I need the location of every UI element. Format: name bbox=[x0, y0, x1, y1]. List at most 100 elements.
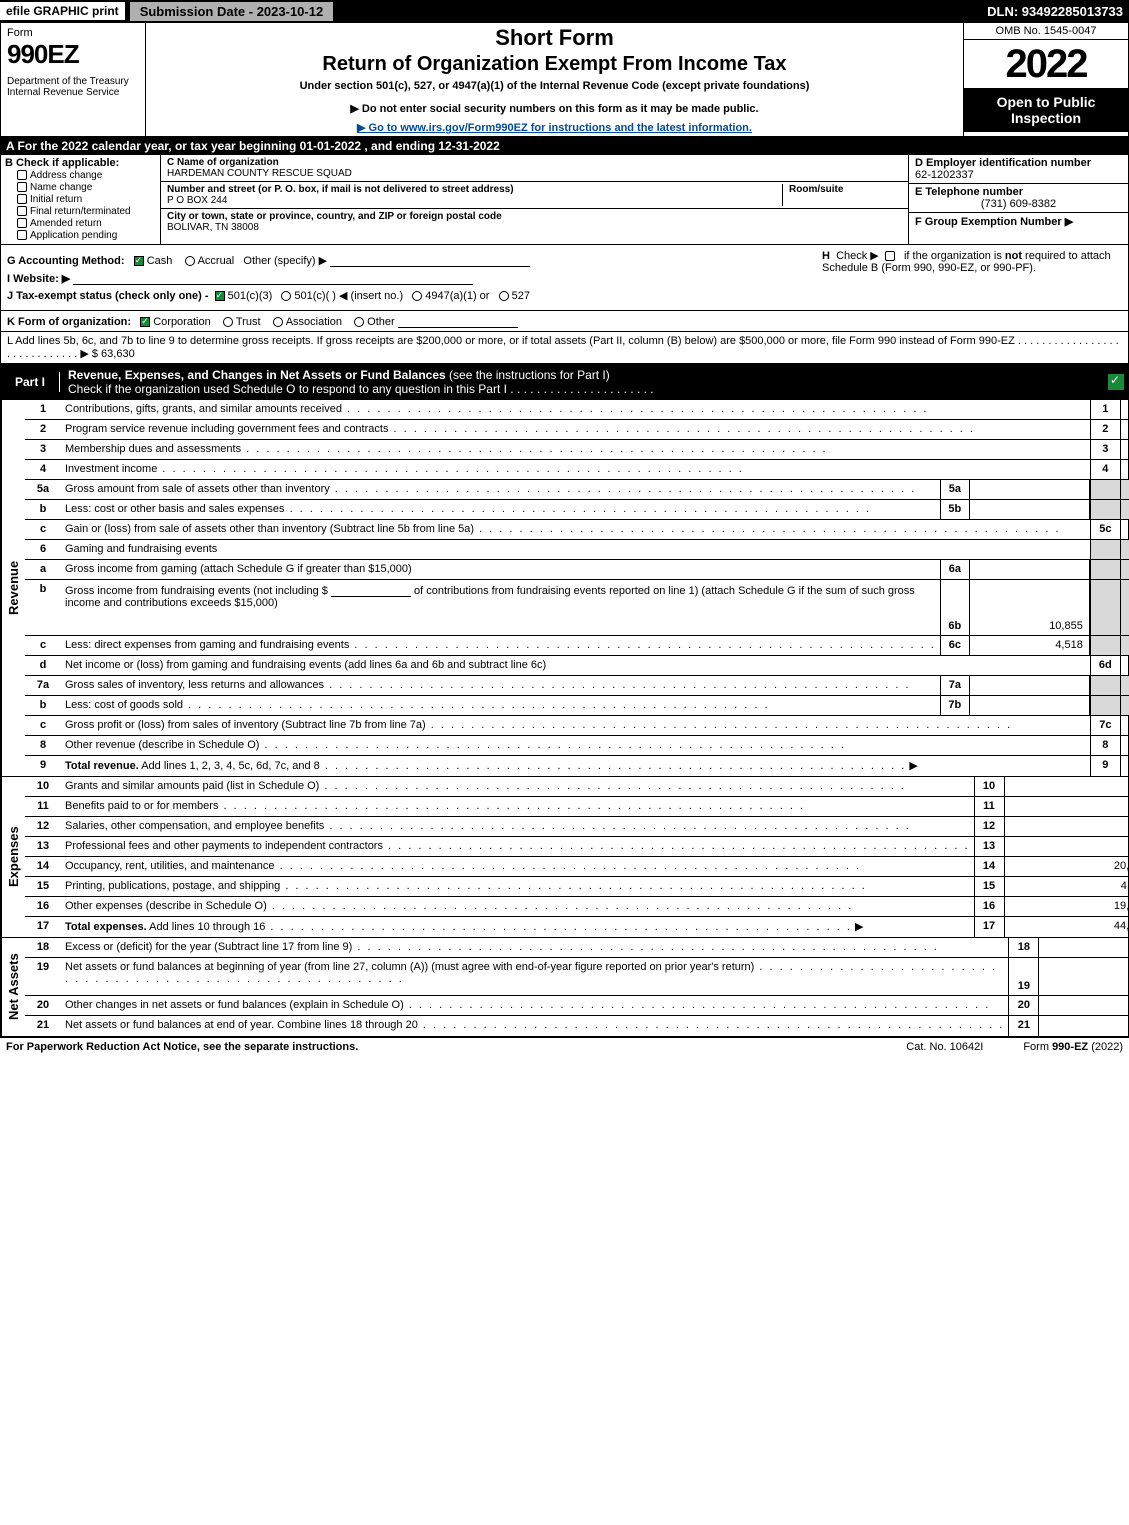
checkbox-icon bbox=[17, 182, 27, 192]
radio-icon[interactable] bbox=[273, 317, 283, 327]
section-c: C Name of organization HARDEMAN COUNTY R… bbox=[161, 155, 908, 244]
tax-year: 2022 bbox=[964, 40, 1128, 88]
radio-icon[interactable] bbox=[223, 317, 233, 327]
header-center: Short Form Return of Organization Exempt… bbox=[146, 23, 963, 136]
line-7a: 7a Gross sales of inventory, less return… bbox=[25, 676, 1129, 696]
checkbox-icon[interactable] bbox=[885, 251, 895, 261]
section-j: J Tax-exempt status (check only one) - 5… bbox=[7, 289, 1122, 302]
form-word: Form bbox=[7, 27, 139, 39]
c-name-label: C Name of organization bbox=[167, 157, 902, 168]
dept-label: Department of the Treasury Internal Reve… bbox=[7, 76, 139, 98]
other-method-field[interactable] bbox=[330, 253, 530, 267]
line-14: 14 Occupancy, rent, utilities, and maint… bbox=[25, 857, 1129, 877]
line-6d: d Net income or (loss) from gaming and f… bbox=[25, 656, 1129, 676]
note-link: ▶ Go to www.irs.gov/Form990EZ for instru… bbox=[150, 121, 959, 134]
c-name-row: C Name of organization HARDEMAN COUNTY R… bbox=[161, 155, 908, 182]
header-right: OMB No. 1545-0047 2022 Open to Public In… bbox=[963, 23, 1128, 136]
dln-label: DLN: 93492285013733 bbox=[987, 4, 1129, 19]
efile-label: efile GRAPHIC print bbox=[0, 2, 125, 20]
expenses-side-label: Expenses bbox=[1, 777, 25, 937]
submission-date: Submission Date - 2023-10-12 bbox=[129, 1, 335, 22]
line-5b: b Less: cost or other basis and sales ex… bbox=[25, 500, 1129, 520]
revenue-side-label: Revenue bbox=[1, 400, 25, 776]
checkbox-checked-icon[interactable] bbox=[140, 317, 150, 327]
radio-icon[interactable] bbox=[185, 256, 195, 266]
line-3: 3 Membership dues and assessments 3 bbox=[25, 440, 1129, 460]
line-2: 2 Program service revenue including gove… bbox=[25, 420, 1129, 440]
line-9: 9 Total revenue. Add lines 1, 2, 3, 4, 5… bbox=[25, 756, 1129, 776]
block-ghij: H Check ▶ if the organization is not req… bbox=[0, 245, 1129, 311]
section-l: L Add lines 5b, 6c, and 7b to line 9 to … bbox=[0, 332, 1129, 364]
line-5a: 5a Gross amount from sale of assets othe… bbox=[25, 480, 1129, 500]
line-5c: c Gain or (loss) from sale of assets oth… bbox=[25, 520, 1129, 540]
line-10: 10 Grants and similar amounts paid (list… bbox=[25, 777, 1129, 797]
chk-amended-return[interactable]: Amended return bbox=[17, 218, 156, 229]
netassets-table: Net Assets 18 Excess or (deficit) for th… bbox=[0, 938, 1129, 1037]
other-org-field[interactable] bbox=[398, 314, 518, 328]
top-bar: efile GRAPHIC print Submission Date - 20… bbox=[0, 0, 1129, 22]
expenses-table: Expenses 10 Grants and similar amounts p… bbox=[0, 777, 1129, 938]
radio-icon[interactable] bbox=[499, 291, 509, 301]
checkbox-checked-icon[interactable] bbox=[215, 291, 225, 301]
checkbox-icon bbox=[17, 170, 27, 180]
header-left: Form 990EZ Department of the Treasury In… bbox=[1, 23, 146, 136]
website-field[interactable] bbox=[73, 271, 473, 285]
chk-address-change[interactable]: Address change bbox=[17, 170, 156, 181]
line-12: 12 Salaries, other compensation, and emp… bbox=[25, 817, 1129, 837]
contrib-amount-field[interactable] bbox=[331, 583, 411, 597]
form-header: Form 990EZ Department of the Treasury In… bbox=[0, 22, 1129, 137]
radio-icon[interactable] bbox=[354, 317, 364, 327]
form-number: 990EZ bbox=[7, 39, 139, 70]
c-room-label: Room/suite bbox=[789, 184, 902, 195]
part1-header: Part I Revenue, Expenses, and Changes in… bbox=[0, 364, 1129, 400]
c-city-row: City or town, state or province, country… bbox=[161, 209, 908, 235]
line-7b: b Less: cost of goods sold 7b bbox=[25, 696, 1129, 716]
checkbox-checked-icon[interactable] bbox=[134, 256, 144, 266]
checkbox-icon bbox=[17, 218, 27, 228]
c-street-label: Number and street (or P. O. box, if mail… bbox=[167, 184, 782, 195]
f-group-exemption: F Group Exemption Number ▶ bbox=[909, 212, 1128, 230]
title-return: Return of Organization Exempt From Incom… bbox=[150, 53, 959, 76]
radio-icon[interactable] bbox=[281, 291, 291, 301]
line-7c: c Gross profit or (loss) from sales of i… bbox=[25, 716, 1129, 736]
section-k: K Form of organization: Corporation Trus… bbox=[0, 311, 1129, 332]
open-inspection: Open to Public Inspection bbox=[964, 88, 1128, 132]
line-13: 13 Professional fees and other payments … bbox=[25, 837, 1129, 857]
chk-name-change[interactable]: Name change bbox=[17, 182, 156, 193]
line-18: 18 Excess or (deficit) for the year (Sub… bbox=[25, 938, 1129, 958]
chk-application-pending[interactable]: Application pending bbox=[17, 230, 156, 241]
line-1: 1 Contributions, gifts, grants, and simi… bbox=[25, 400, 1129, 420]
org-name: HARDEMAN COUNTY RESCUE SQUAD bbox=[167, 168, 902, 179]
c-street-row: Number and street (or P. O. box, if mail… bbox=[161, 182, 908, 209]
title-short-form: Short Form bbox=[150, 25, 959, 51]
note-ssn: ▶ Do not enter social security numbers o… bbox=[150, 102, 959, 115]
f-label: F Group Exemption Number ▶ bbox=[915, 216, 1073, 228]
revenue-table: Revenue 1 Contributions, gifts, grants, … bbox=[0, 400, 1129, 777]
footer-formno: Form 990-EZ (2022) bbox=[1023, 1041, 1123, 1053]
checkbox-icon bbox=[17, 194, 27, 204]
d-label: D Employer identification number bbox=[915, 157, 1091, 169]
page-footer: For Paperwork Reduction Act Notice, see … bbox=[0, 1037, 1129, 1056]
line-6b: b Gross income from fundraising events (… bbox=[25, 580, 1129, 636]
c-city-label: City or town, state or province, country… bbox=[167, 211, 902, 222]
line-11: 11 Benefits paid to or for members 11 bbox=[25, 797, 1129, 817]
section-def: D Employer identification number 62-1202… bbox=[908, 155, 1128, 244]
b-heading: B Check if applicable: bbox=[5, 157, 156, 169]
chk-initial-return[interactable]: Initial return bbox=[17, 194, 156, 205]
radio-icon[interactable] bbox=[412, 291, 422, 301]
chk-final-return[interactable]: Final return/terminated bbox=[17, 206, 156, 217]
netassets-side-label: Net Assets bbox=[1, 938, 25, 1036]
footer-catno: Cat. No. 10642I bbox=[906, 1041, 983, 1053]
part1-title: Revenue, Expenses, and Changes in Net As… bbox=[60, 365, 1108, 399]
e-phone: E Telephone number (731) 609-8382 bbox=[909, 183, 1128, 212]
line-6c: c Less: direct expenses from gaming and … bbox=[25, 636, 1129, 656]
subtitle: Under section 501(c), 527, or 4947(a)(1)… bbox=[150, 80, 959, 92]
line-4: 4 Investment income 4 bbox=[25, 460, 1129, 480]
line-20: 20 Other changes in net assets or fund b… bbox=[25, 996, 1129, 1016]
footer-left: For Paperwork Reduction Act Notice, see … bbox=[6, 1041, 358, 1053]
checkbox-icon bbox=[17, 230, 27, 240]
section-h: H Check ▶ if the organization is not req… bbox=[822, 249, 1122, 274]
org-street: P O BOX 244 bbox=[167, 195, 782, 206]
line-21: 21 Net assets or fund balances at end of… bbox=[25, 1016, 1129, 1036]
checkbox-icon bbox=[17, 206, 27, 216]
